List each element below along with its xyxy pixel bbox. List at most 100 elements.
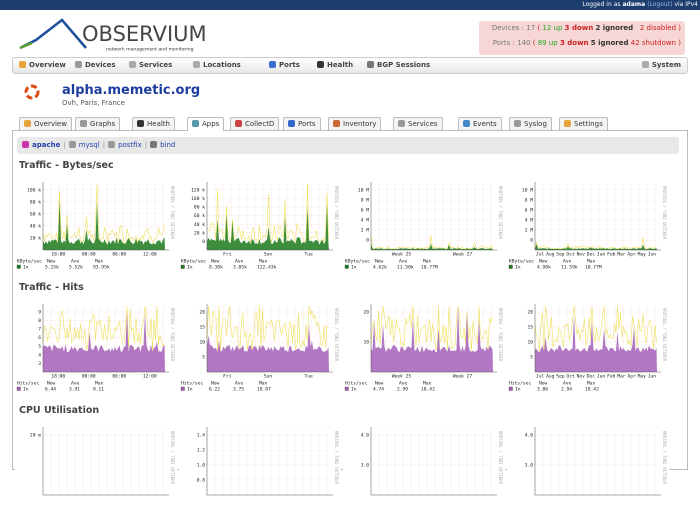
legend-swatch xyxy=(508,386,513,391)
x-tick-label: Mar xyxy=(617,374,626,380)
y-tick-label: 4 M xyxy=(361,218,370,224)
legend-unit: KByte/sec xyxy=(345,259,370,265)
legend-header: Now xyxy=(211,381,220,387)
rrd-credit: RRDTOOL / TOBI OETIKER xyxy=(662,186,667,240)
y-tick-label: 4.0 xyxy=(525,433,534,439)
graph[interactable]: 120 k 100 k 80 k 60 k 40 k 20 k 0 RRDTOOL / TOB… xyxy=(179,180,341,280)
max-line xyxy=(206,183,329,245)
nav-item[interactable]: BGP Sessions xyxy=(367,61,430,69)
graph[interactable]: 1.41.21.00.8 RRDTOOL / TOBI OETIKER xyxy=(179,425,341,525)
graph[interactable]: 20 m RRDTOOL / TOBI OETIKER xyxy=(15,425,177,525)
legend-header: Max xyxy=(259,381,268,387)
tab[interactable]: Inventory xyxy=(328,117,382,130)
app-link[interactable]: mysql xyxy=(68,141,100,149)
legend-header: Now xyxy=(375,259,384,265)
tab[interactable]: Ports xyxy=(283,117,321,130)
nav-item[interactable]: Health xyxy=(317,61,353,69)
x-tick-label: 18:00 xyxy=(51,374,65,380)
tab[interactable]: Events xyxy=(458,117,502,130)
rrd-credit: RRDTOOL / TOBI OETIKER xyxy=(334,186,339,240)
rrd-credit: RRDTOOL / TOBI OETIKER xyxy=(334,308,339,362)
max-line xyxy=(206,305,329,352)
nav-item[interactable]: Services xyxy=(129,61,172,69)
legend-unit: Hits/sec xyxy=(509,381,531,387)
app-link[interactable]: postfix xyxy=(108,141,142,149)
nav-icon xyxy=(75,61,82,68)
x-tick-label: Aug xyxy=(546,252,555,258)
nav-label: Health xyxy=(327,61,354,69)
graph[interactable]: 9 8 7 6 5 4 3 RRDTOOL / TOBI OETIKER 18:00 00:00 0… xyxy=(15,302,177,402)
legend-value: 18.42 xyxy=(585,387,599,393)
rrd-credit: RRDTOOL / TOBI OETIKER xyxy=(662,431,667,485)
y-tick-label: 10 M xyxy=(358,188,369,194)
x-tick-label: Dec xyxy=(587,252,596,258)
legend-header: Max xyxy=(587,259,596,265)
nav-item[interactable]: Ports xyxy=(269,61,300,69)
legend-value: 6.44 xyxy=(45,387,56,393)
graph[interactable]: 20 15 10 5 RRDTOOL / TOBI OETIKER Fri Sun Tue Hi… xyxy=(179,302,341,402)
tab[interactable]: Overview xyxy=(19,117,72,130)
y-tick-label: 10 M xyxy=(522,188,533,194)
graph[interactable]: 4.03.0 RRDTOOL / TOBI OETIKER xyxy=(507,425,669,525)
y-tick-label: 1.4 xyxy=(197,433,206,439)
max-line xyxy=(370,305,493,351)
tab[interactable]: Services xyxy=(393,117,443,130)
nav-icon xyxy=(19,61,26,68)
tab[interactable]: Syslog xyxy=(509,117,552,130)
os-logo xyxy=(24,84,40,100)
nav-item[interactable]: Overview xyxy=(19,61,66,69)
nav-item[interactable]: System xyxy=(641,61,681,69)
traffic-area xyxy=(207,324,329,372)
section-title: Traffic - Bytes/sec xyxy=(19,160,114,171)
traffic-area xyxy=(535,243,657,250)
max-line xyxy=(370,234,493,250)
y-tick-label: 40 k xyxy=(194,222,205,228)
legend-swatch xyxy=(16,264,21,269)
down: 3 down xyxy=(564,24,594,32)
y-tick-label: 20 k xyxy=(194,230,205,236)
port-stats[interactable]: Ports : 140 ( 89 up 3 down 5 ignored 42 … xyxy=(479,36,681,51)
graph[interactable]: 10 M 8 M 6 M 4 M 2 M 0 RRDTOOL / TOBI OETIKER J… xyxy=(507,180,669,280)
logout-link[interactable]: (Logout) xyxy=(647,1,673,8)
nav-label: Ports xyxy=(279,61,300,69)
tab-icon xyxy=(192,120,199,127)
rrd-credit: RRDTOOL / TOBI OETIKER xyxy=(498,186,503,240)
legend-header: Max xyxy=(95,259,104,265)
nav-item[interactable]: Devices xyxy=(75,61,116,69)
y-tick-label: 60 k xyxy=(30,212,41,218)
nav-label: Locations xyxy=(203,61,241,69)
tab[interactable]: Health xyxy=(132,117,175,130)
section-title: Traffic - Hits xyxy=(19,282,84,293)
legend-value: 3.75 xyxy=(233,387,244,393)
device-hostname[interactable]: alpha.memetic.org xyxy=(62,83,201,98)
tab[interactable]: Settings xyxy=(559,117,608,130)
device-icon xyxy=(24,84,40,100)
username[interactable]: adama xyxy=(622,1,646,8)
legend-value: 93.95k xyxy=(93,265,110,271)
graph[interactable]: 4.03.0 RRDTOOL / TOBI OETIKER xyxy=(343,425,505,525)
nav-label: System xyxy=(651,61,681,69)
legend-header: Ave xyxy=(563,259,572,265)
tab[interactable]: CollectD xyxy=(230,117,280,130)
nav-icon xyxy=(367,61,374,68)
rrd-credit: RRDTOOL / TOBI OETIKER xyxy=(498,308,503,362)
graph[interactable]: 20 15 10 5 RRDTOOL / TOBI OETIKER Jul Aug Sep Oc… xyxy=(507,302,669,402)
y-tick-label: 5 xyxy=(530,355,533,361)
legend-value: 9.11 xyxy=(93,387,104,393)
legend-unit: KByte/sec xyxy=(509,259,534,265)
logo[interactable]: OBSERVIUM network management and monitor… xyxy=(18,14,218,54)
app-label: postfix xyxy=(118,141,142,149)
x-tick-label: Jun xyxy=(648,252,657,258)
nav-item[interactable]: Locations xyxy=(193,61,241,69)
x-tick-label: 00:00 xyxy=(82,374,96,380)
tab[interactable]: Graphs xyxy=(75,117,121,130)
graph[interactable]: 100 k 80 k 60 k 40 k 20 k RRDTOOL / TOBI OETI… xyxy=(15,180,177,280)
legend-header: Now xyxy=(539,259,548,265)
app-link[interactable]: apache xyxy=(22,141,60,149)
graph[interactable]: 20 10 RRDTOOL / TOBI OETIKER Week 25 Week 27… xyxy=(343,302,505,402)
app-link[interactable]: bind xyxy=(150,141,175,149)
graph[interactable]: 10 M 8 M 6 M 4 M 2 M 0 RRDTOOL / TOBI OETIKER W… xyxy=(343,180,505,280)
tab-label: Inventory xyxy=(343,120,377,128)
device-stats[interactable]: Devices : 17 ( 12 up 3 down 2 ignored 2 … xyxy=(479,21,681,36)
tab[interactable]: Apps xyxy=(187,117,225,131)
